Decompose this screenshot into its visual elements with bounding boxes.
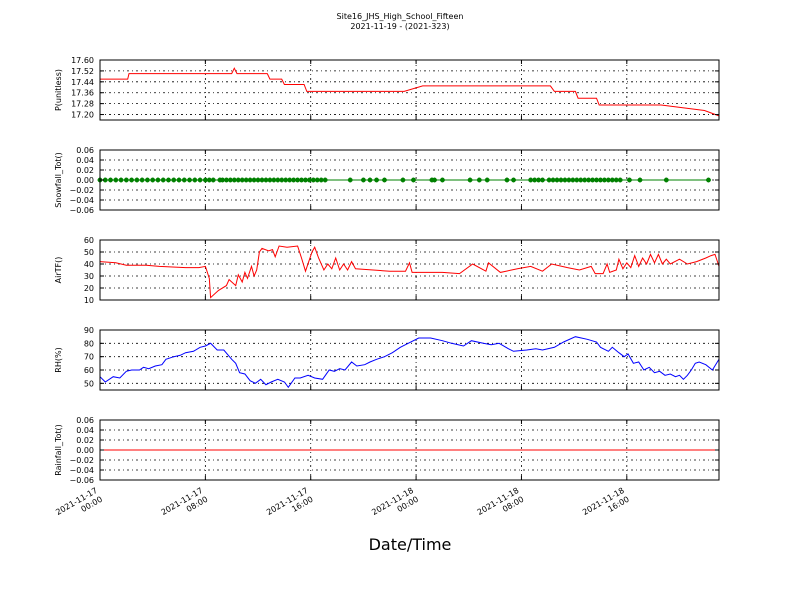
panel-5-ytick-label-2: 0.02 [76,436,94,445]
panel-2-point-69 [540,177,545,183]
panel-2-point-90 [637,177,643,183]
panel-2-point-4 [118,177,124,183]
panel-2-ylabel: Snowfall_Tot() [54,152,63,208]
panel-2-ytick-label-1: 0.04 [76,156,94,165]
panel-2-point-52 [360,177,366,183]
panel-5-ylabel: Rainfall_Tot() [54,424,63,476]
panel-3-series-line [99,245,720,299]
panel-2-point-3 [113,177,119,183]
panel-2-point-22 [210,177,216,183]
chart-subtitle: 2021-11-19 - (2021-323) [350,22,449,31]
panel-2-point-60 [439,177,445,183]
panel-2-point-53 [367,177,373,183]
panel-1-ytick-label-4: 17.28 [71,100,94,109]
panel-2-point-8 [139,177,145,183]
panel-4: 90 80 70 60 50 RH(%) [54,326,720,391]
panel-2-point-11 [155,177,161,183]
panel-2-point-7 [134,177,140,183]
panel-3-ytick-label-0: 60 [84,236,94,245]
panel-1-ytick-label-0: 17.60 [71,56,94,65]
panel-2-point-50 [322,177,328,183]
panel-2-point-55 [382,177,387,183]
panel-2-point-12 [160,177,166,183]
panel-3-ytick-label-1: 50 [84,248,94,257]
panel-5-ytick-label-1: 0.04 [76,426,94,435]
panel-1-ytick-label-5: 17.20 [71,111,94,120]
panel-2-ytick-label-6: −0.06 [69,206,94,215]
panel-2-ytick-label-5: −0.04 [69,196,94,205]
panel-1-ylabel: P(unitless) [54,69,63,111]
x-tick-label-3: 2021-11-1800:00 [370,486,420,526]
panel-4-ytick-label-4: 50 [84,379,94,388]
panel-2-point-9 [144,177,150,183]
panel-5-ytick-label-6: −0.06 [69,476,94,485]
panel-2: 0.060.040.020.00−0.02−0.04−0.06 Snowfall_… [54,146,720,215]
panel-2-point-88 [617,177,623,183]
panel-3-ylabel: AirTF() [54,257,63,284]
panel-2-point-13 [166,177,171,183]
panel-5-ytick-label-0: 0.06 [76,416,94,425]
x-tick-label-5: 2021-11-1816:00 [581,486,631,526]
panel-4-ylabel: RH(%) [54,347,63,372]
panel-2-point-57 [411,177,416,183]
x-axis: 2021-11-1700:00 2021-11-1708:00 2021-11-17… [54,486,631,526]
panel-2-point-64 [504,177,510,183]
panel-3: 60 50 40 30 20 10 AirTF() [54,236,720,305]
panel-5-ytick-label-3: 0.00 [76,446,94,455]
panel-2-point-62 [476,177,482,183]
panel-4-ytick-label-1: 80 [84,339,94,348]
x-tick-label-2: 2021-11-1716:00 [265,486,315,526]
panel-2-point-54 [374,177,380,183]
panel-2-point-91 [663,177,669,183]
panel-4-ytick-label-0: 90 [84,326,94,335]
panel-4-ytick-label-2: 70 [84,353,94,362]
panel-2-point-17 [187,177,193,183]
panel-2-point-92 [706,177,711,183]
panel-1-frame [99,59,720,121]
x-tick-label-0: 2021-11-1700:00 [54,486,104,526]
panel-5: 0.060.040.020.00−0.02−0.04−0.06 Rainfall_… [54,416,720,485]
panel-2-ytick-label-2: 0.02 [76,166,94,175]
panel-1-series-line [100,67,720,117]
panel-4-ytick-label-3: 60 [84,366,94,375]
panel-2-point-5 [123,177,129,183]
panel-2-point-10 [150,177,156,183]
panel-2-point-14 [171,177,177,183]
panel-2-ytick-label-3: 0.00 [76,176,94,185]
panel-2-point-15 [176,177,182,183]
panel-2-ytick-label-4: −0.02 [69,186,94,195]
panel-3-ytick-label-4: 20 [84,284,94,293]
panel-5-ytick-label-5: −0.04 [69,466,94,475]
panel-2-point-18 [192,177,198,183]
panel-2-point-56 [400,177,406,183]
panel-5-ytick-label-4: −0.02 [69,456,94,465]
panel-1-ytick-label-3: 17.36 [71,89,94,98]
x-axis-label: Date/Time [369,535,452,554]
panel-2-point-51 [347,177,353,183]
panels: 17.60 17.52 17.44 17.36 17.28 17.20 P(unitless… [54,56,720,485]
panel-4-series-line [99,336,720,389]
panel-2-point-19 [197,177,203,183]
x-tick-label-4: 2021-11-1808:00 [476,486,526,526]
panel-2-point-2 [108,177,113,183]
panel-4-frame [99,329,720,391]
panel-3-ytick-label-5: 10 [84,296,94,305]
chart-title: Site16_JHS_High_School_Fifteen [337,12,464,21]
panel-2-point-65 [511,177,516,183]
panel-1-ytick-label-2: 17.44 [71,78,94,87]
x-tick-label-1: 2021-11-1708:00 [160,486,210,526]
panel-2-point-6 [129,177,135,183]
panel-2-point-59 [432,177,437,183]
panel-1-ytick-label-1: 17.52 [71,67,94,76]
panel-3-ytick-label-2: 40 [84,260,94,269]
panel-1: 17.60 17.52 17.44 17.36 17.28 17.20 P(unitless… [54,56,720,121]
panel-2-point-63 [484,177,490,183]
panel-2-ytick-label-0: 0.06 [76,146,94,155]
panel-2-point-89 [626,177,632,183]
panel-3-ytick-label-3: 30 [84,272,94,281]
panel-2-point-61 [467,177,473,183]
panel-3-frame [99,239,720,301]
panel-2-point-16 [181,177,187,183]
